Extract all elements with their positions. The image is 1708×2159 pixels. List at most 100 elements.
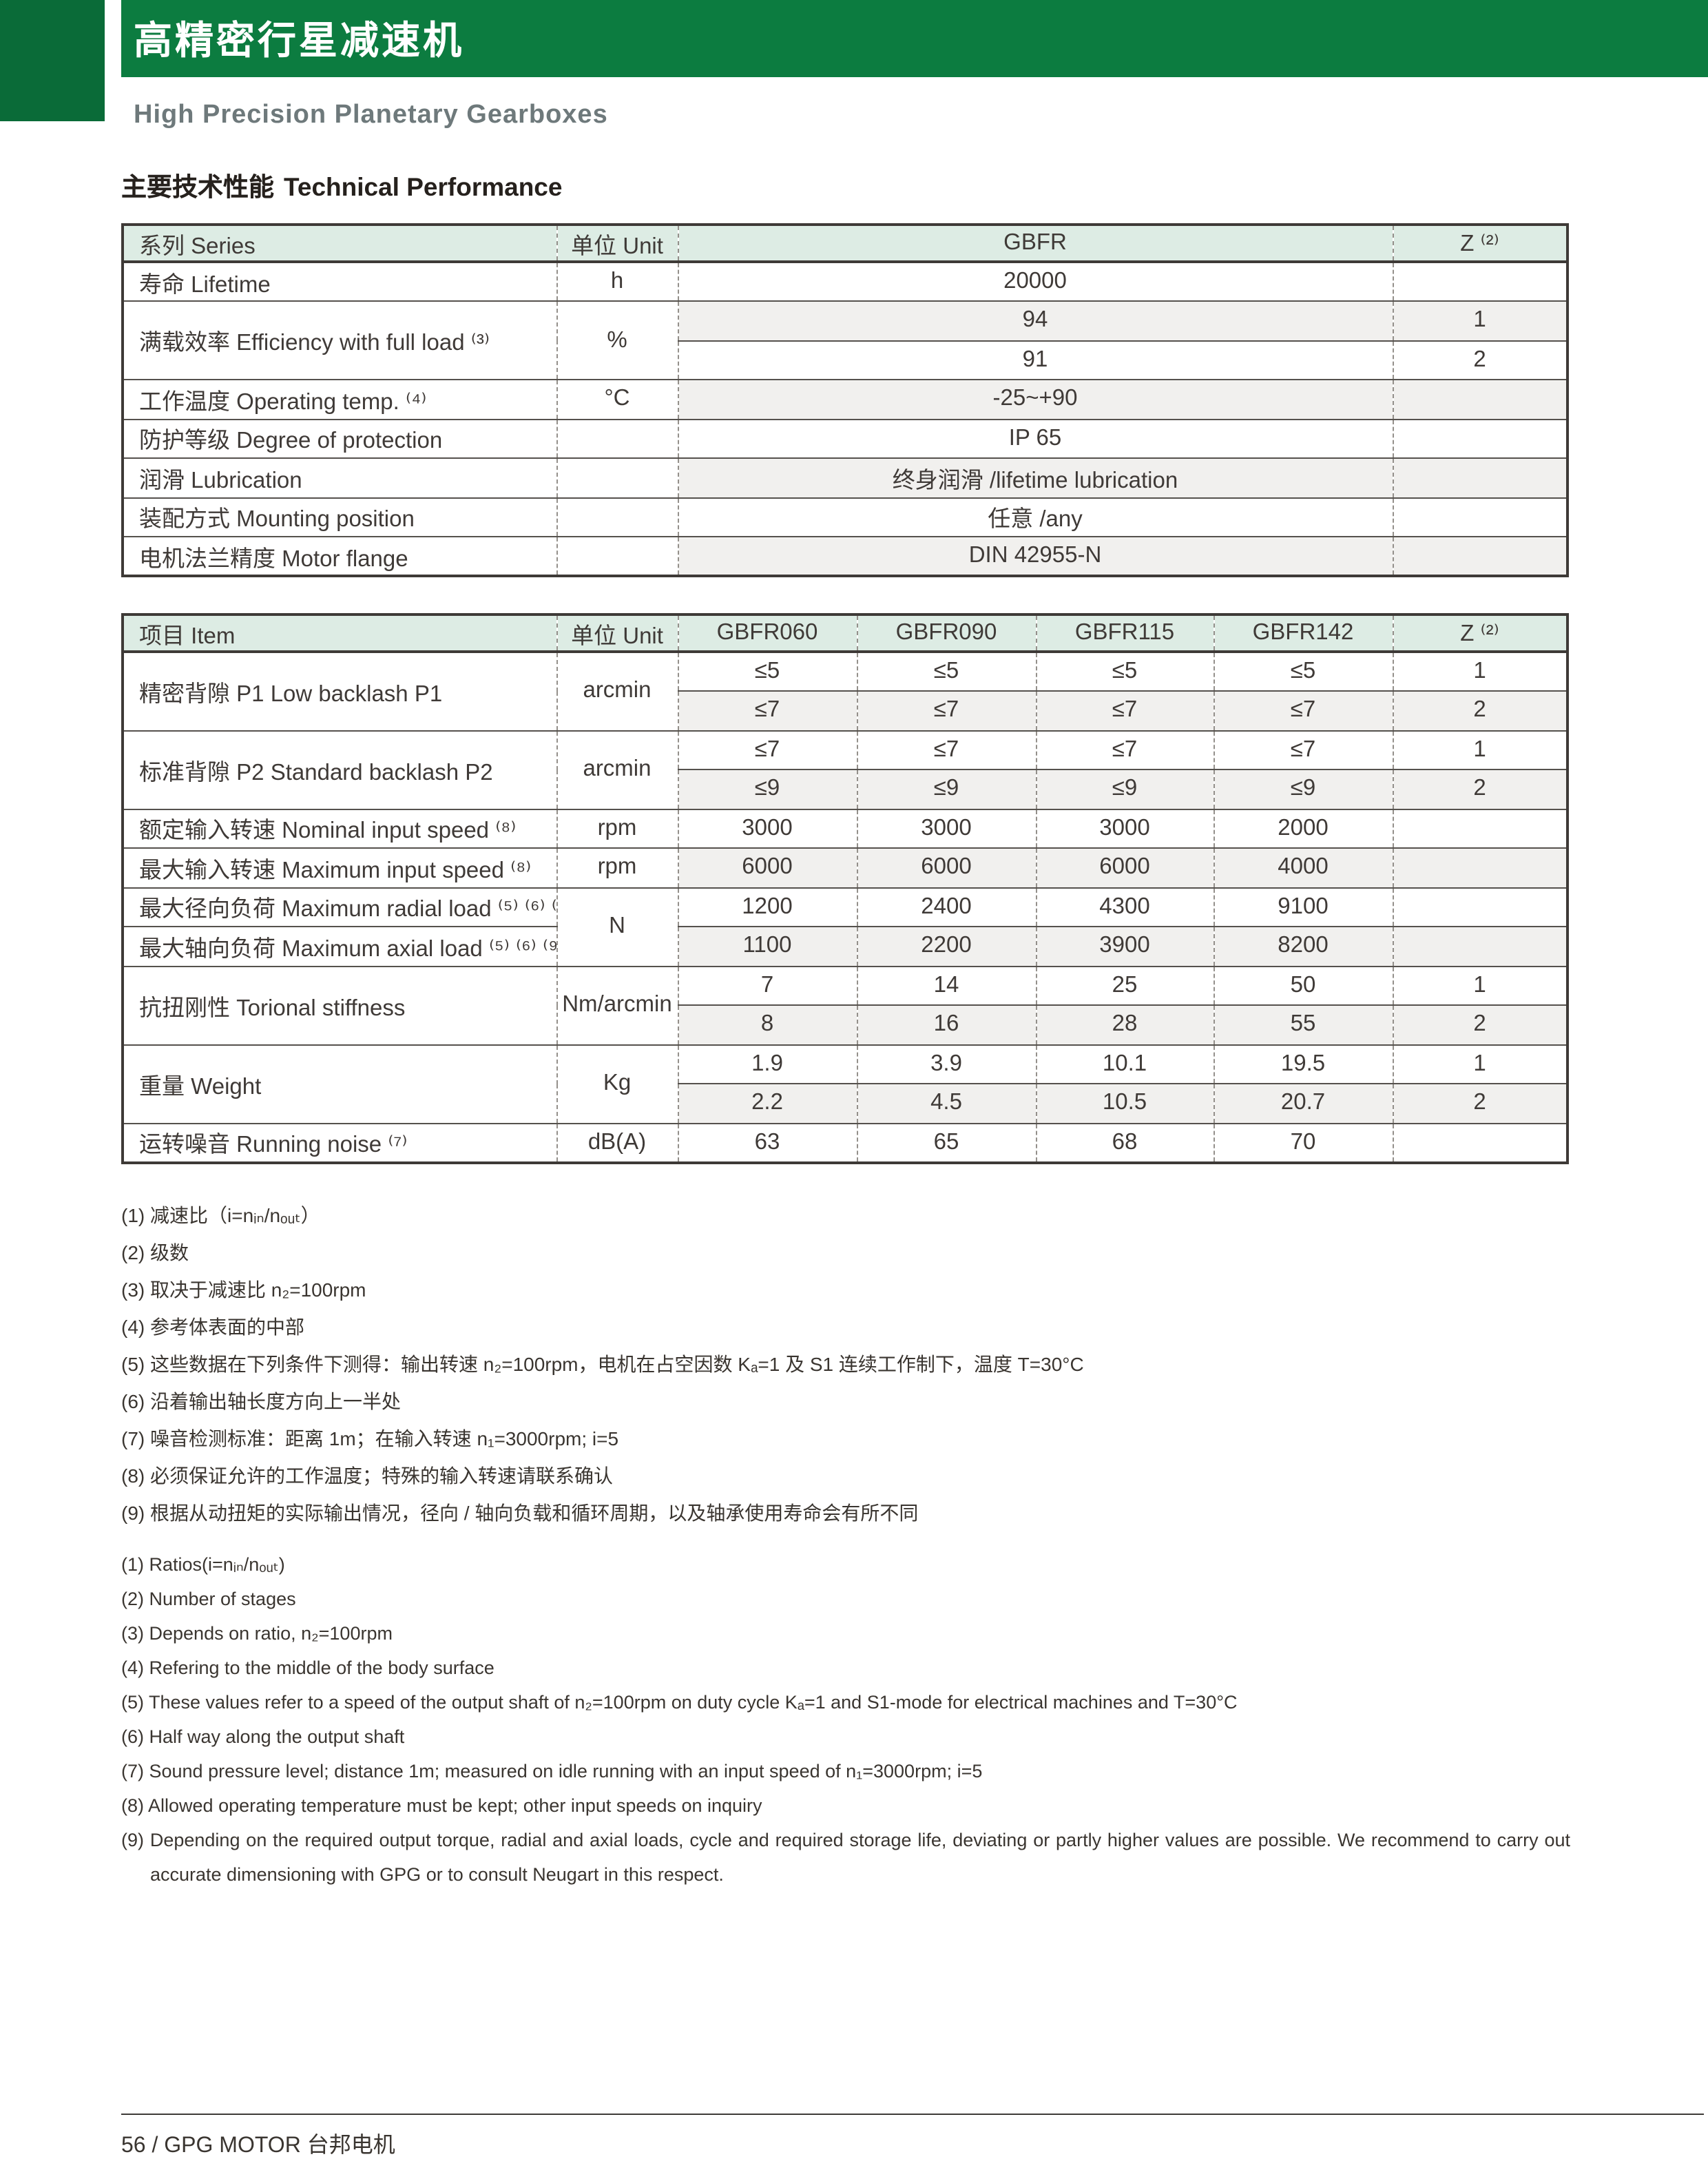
footnote-cn-3: (3) 取决于减速比 n₂=100rpm	[121, 1278, 366, 1300]
footnotes-english: (1) Ratios(i=nᵢₙ/nₒᵤₜ) (2) Number of sta…	[121, 1547, 1570, 1891]
row-label: 最大径向负荷 Maximum radial load ⁽⁵⁾ ⁽⁶⁾ ⁽⁹⁾	[122, 887, 557, 927]
table-header-row: 系列 Series 单位 Unit GBFR Z ⁽²⁾	[122, 224, 1568, 263]
table-row-low-backlash-2: ≤7 ≤7 ≤7 ≤7 2	[123, 690, 1568, 731]
column-header-gbfr060: GBFR060	[677, 614, 857, 653]
value-cell: ≤7	[1035, 690, 1214, 731]
value-cell: 4000	[1213, 847, 1393, 888]
z-cell: 1	[1392, 1044, 1568, 1084]
value-cell: IP 65	[677, 418, 1393, 459]
value-cell: 3000	[856, 808, 1037, 849]
footnote-en-3: (3) Depends on ratio, n₂=100rpm	[121, 1622, 393, 1643]
footnote-en-9: (9) Depending on the required output tor…	[121, 1829, 1570, 1884]
row-label: 精密背隙 P1 Low backlash P1	[122, 651, 557, 731]
row-label: 电机法兰精度 Motor flange	[122, 536, 557, 577]
row-label: 抗扭刚性 Torional stiffness	[122, 965, 557, 1045]
z-cell: 2	[1392, 1083, 1568, 1124]
value-cell: 20.7	[1213, 1083, 1393, 1124]
page-number: 56 / GPG MOTOR 台邦电机	[121, 2134, 395, 2158]
column-header-z: Z ⁽²⁾	[1392, 224, 1568, 263]
table-row-weight-1: 重量 Weight Kg 1.9 3.9 10.1 19.5 1	[122, 1044, 1568, 1124]
value-cell: 70	[1213, 1122, 1393, 1163]
unit-cell: h	[556, 261, 678, 302]
value-cell: 25	[1035, 965, 1214, 1006]
footnote-en-5: (5) These values refer to a speed of the…	[121, 1691, 1238, 1712]
value-cell: ≤7	[1213, 690, 1393, 731]
value-cell: 2000	[1213, 808, 1393, 849]
row-label: 重量 Weight	[122, 1044, 557, 1124]
footnote-en-6: (6) Half way along the output shaft	[121, 1726, 405, 1746]
column-header-unit: 单位 Unit	[556, 224, 678, 263]
series-performance-table: 系列 Series 单位 Unit GBFR Z ⁽²⁾ 寿命 Lifetime…	[121, 223, 1569, 577]
value-cell: 2400	[856, 887, 1037, 927]
value-cell: 68	[1035, 1122, 1214, 1163]
row-label: 最大输入转速 Maximum input speed ⁽⁸⁾	[122, 847, 557, 888]
value-cell: 8200	[1213, 926, 1393, 967]
value-cell: ≤5	[856, 651, 1037, 692]
value-cell: 91	[677, 340, 1393, 380]
value-cell: 7	[677, 965, 857, 1006]
column-header-gbfr142: GBFR142	[1213, 614, 1393, 653]
z-cell: 2	[1392, 690, 1568, 731]
value-cell: 6000	[856, 847, 1037, 888]
value-cell: ≤7	[677, 730, 857, 770]
table-row-protection: 防护等级 Degree of protection IP 65	[122, 418, 1568, 459]
footnotes-chinese: (1) 减速比（i=nᵢₙ/nₒᵤₜ） (2) 级数 (3) 取决于减速比 n₂…	[121, 1197, 1570, 1531]
value-cell: ≤5	[677, 651, 857, 692]
table-row-running-noise: 运转噪音 Running noise ⁽⁷⁾ dB(A) 63 65 68 70	[122, 1122, 1568, 1163]
z-cell: 2	[1392, 1004, 1568, 1045]
z-cell: 2	[1392, 340, 1568, 380]
footnote-cn-9: (9) 根据从动扭矩的实际输出情况，径向 / 轴向负载和循环周期，以及轴承使用寿…	[121, 1501, 919, 1523]
z-cell: 1	[1392, 651, 1568, 692]
table-row-standard-backlash-1: 标准背隙 P2 Standard backlash P2 arcmin ≤7 ≤…	[122, 730, 1568, 809]
value-cell: -25~+90	[677, 379, 1393, 420]
unit-cell: rpm	[556, 808, 678, 849]
unit-cell: arcmin	[556, 730, 678, 809]
value-cell: 终身润滑 /lifetime lubrication	[677, 457, 1393, 498]
table-row-low-backlash-1: 精密背隙 P1 Low backlash P1 arcmin ≤5 ≤5 ≤5 …	[122, 651, 1568, 731]
value-cell: 3000	[1035, 808, 1214, 849]
column-header-series: 系列 Series	[122, 224, 557, 263]
unit-cell: Nm/arcmin	[556, 965, 678, 1045]
z-cell	[1392, 926, 1568, 967]
brand-color-block	[0, 0, 105, 121]
value-cell: 10.1	[1035, 1044, 1214, 1084]
z-cell	[1392, 418, 1568, 459]
unit-cell: rpm	[556, 847, 678, 888]
row-label: 工作温度 Operating temp. ⁽⁴⁾	[122, 379, 557, 420]
value-cell: ≤7	[677, 690, 857, 731]
footnote-en-7: (7) Sound pressure level; distance 1m; m…	[121, 1760, 983, 1781]
table-row-efficiency-2: 91 2	[123, 340, 1568, 380]
column-header-z: Z ⁽²⁾	[1392, 614, 1568, 653]
value-cell: 1200	[677, 887, 857, 927]
table-row-operating-temp: 工作温度 Operating temp. ⁽⁴⁾ °C -25~+90	[122, 379, 1568, 420]
row-label: 运转噪音 Running noise ⁽⁷⁾	[122, 1122, 557, 1163]
value-cell: 16	[856, 1004, 1037, 1045]
value-cell: 8	[677, 1004, 857, 1045]
table-row-stiffness-2: 8 16 28 55 2	[123, 1004, 1568, 1045]
row-label: 最大轴向负荷 Maximum axial load ⁽⁵⁾ ⁽⁶⁾ ⁽⁹⁾	[122, 926, 557, 967]
page-footer: 56 / GPG MOTOR 台邦电机	[121, 2114, 1704, 2159]
section-title-cn: 主要技术性能	[121, 172, 275, 201]
footnote-en-1: (1) Ratios(i=nᵢₙ/nₒᵤₜ)	[121, 1553, 285, 1574]
unit-cell: dB(A)	[556, 1122, 678, 1163]
value-cell: 任意 /any	[677, 497, 1393, 537]
column-header-gbfr090: GBFR090	[856, 614, 1037, 653]
section-title-en: Technical Performance	[284, 172, 563, 201]
value-cell: 1.9	[677, 1044, 857, 1084]
value-cell: ≤9	[677, 769, 857, 809]
value-cell: ≤5	[1213, 651, 1393, 692]
unit-cell	[556, 497, 678, 537]
z-cell	[1392, 1122, 1568, 1163]
value-cell: 50	[1213, 965, 1393, 1006]
footnote-cn-4: (4) 参考体表面的中部	[121, 1315, 304, 1337]
value-cell: ≤7	[856, 730, 1037, 770]
row-label: 额定输入转速 Nominal input speed ⁽⁸⁾	[122, 808, 557, 849]
column-header-gbfr115: GBFR115	[1035, 614, 1214, 653]
table-row-lubrication: 润滑 Lubrication 终身润滑 /lifetime lubricatio…	[122, 457, 1568, 498]
value-cell: 2200	[856, 926, 1037, 967]
row-label: 寿命 Lifetime	[122, 261, 557, 302]
z-cell: 1	[1392, 730, 1568, 770]
value-cell: ≤9	[1035, 769, 1214, 809]
z-cell	[1392, 808, 1568, 849]
value-cell: ≤9	[856, 769, 1037, 809]
